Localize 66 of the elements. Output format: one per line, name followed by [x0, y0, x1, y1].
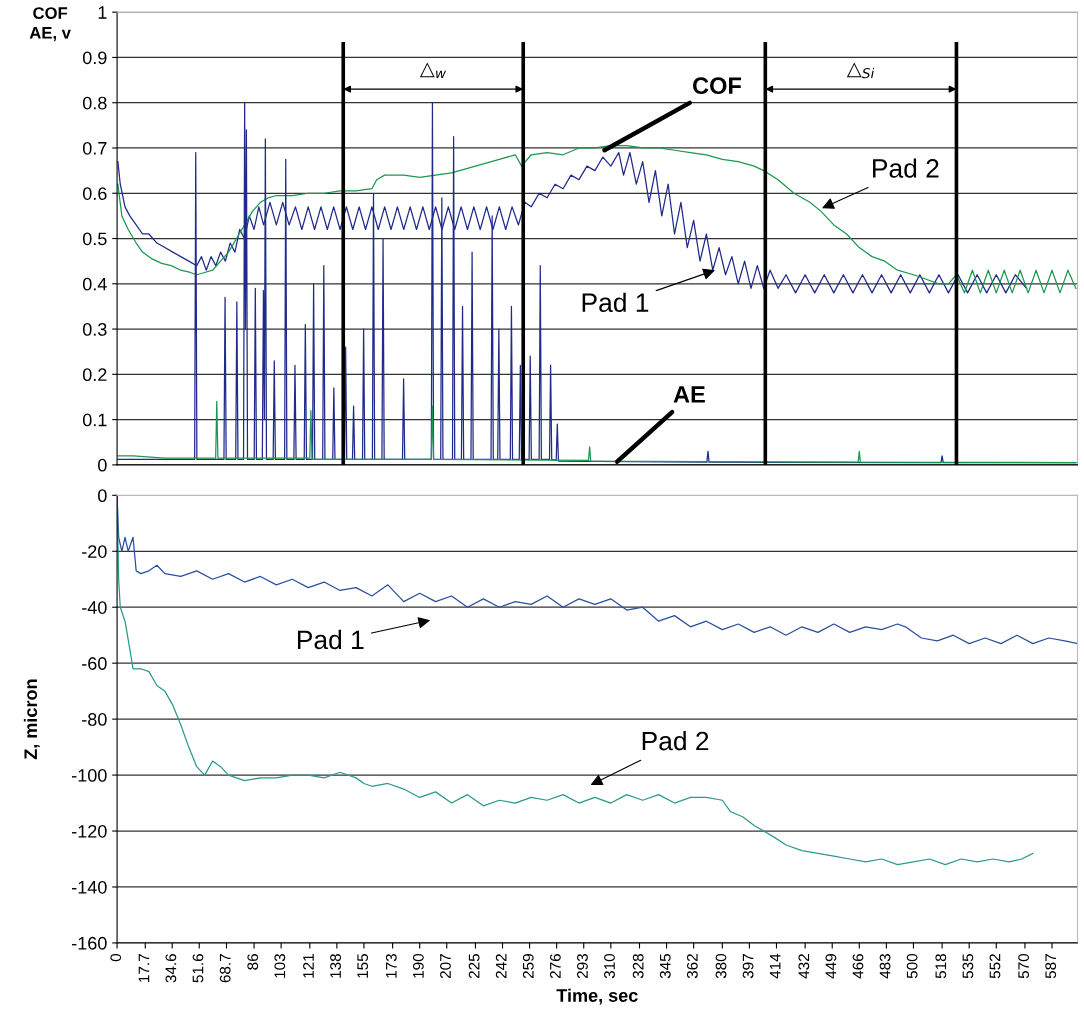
y-axis-title: COF AE, v — [29, 7, 71, 42]
annotation: COF — [693, 77, 742, 95]
x-tick-label: 103 — [274, 954, 286, 978]
x-tick-label: 397 — [742, 954, 754, 979]
x-tick-label: 535 — [962, 953, 974, 979]
x-tick-label: 310 — [604, 953, 615, 979]
x-tick-label: 207 — [440, 954, 451, 979]
y-tick-label: -80 — [82, 713, 107, 726]
y-tick-label: 0.3 — [82, 323, 107, 336]
annotation: Pad 1 — [297, 629, 364, 650]
y-tick-label: 0.2 — [82, 368, 107, 382]
x-tick-label: 345 — [659, 953, 671, 979]
y-tick-label: 0.1 — [82, 413, 107, 427]
y-tick-label: 0.7 — [82, 141, 107, 155]
y-tick-label: 0 — [98, 458, 107, 472]
x-tick-label: 138 — [330, 954, 341, 978]
x-tick-label: 242 — [495, 954, 507, 979]
x-tick-label: 587 — [1045, 954, 1057, 979]
x-tick-label: 276 — [549, 954, 561, 979]
x-axis-title: Time, sec — [556, 988, 638, 1005]
x-tick-label: 293 — [577, 954, 588, 979]
x-tick-label: 121 — [303, 954, 314, 978]
x-tick-label: 155 — [357, 953, 369, 978]
x-tick-label: 259 — [522, 954, 534, 979]
x-tick-label: 328 — [632, 954, 644, 979]
x-tick-label: 362 — [686, 954, 698, 979]
x-tick-label: 0 — [110, 953, 122, 962]
x-tick-label: 190 — [412, 953, 424, 978]
y-tick-label: 1 — [98, 6, 107, 19]
x-tick-label: 173 — [385, 954, 397, 978]
annotation: Pad 2 — [873, 158, 939, 178]
x-tick-label: 380 — [715, 953, 727, 979]
x-tick-label: 34.6 — [165, 954, 177, 983]
x-tick-label: 51.6 — [192, 954, 204, 983]
x-tick-label: 570 — [1018, 953, 1030, 979]
x-tick-label: 466 — [852, 954, 864, 979]
annotation: △$_{w}$ — [419, 62, 447, 79]
y-tick-label: 0.5 — [82, 232, 107, 246]
x-tick-label: 500 — [906, 953, 918, 979]
y-tick-label: 0.4 — [82, 277, 107, 291]
x-tick-label: 552 — [989, 954, 1001, 979]
annotation: △$_{Si}$ — [846, 62, 875, 79]
annotation: AE — [673, 386, 705, 403]
y-tick-label: -160 — [72, 936, 107, 950]
x-tick-label: 86 — [247, 954, 259, 970]
x-tick-label: 449 — [825, 954, 837, 979]
x-tick-label: 225 — [468, 953, 480, 979]
y-axis-title: Z, micron — [23, 679, 40, 760]
annotation: Pad 1 — [582, 292, 649, 313]
y-tick-label: 0.8 — [82, 96, 107, 110]
y-tick-label: 0.9 — [82, 51, 107, 65]
x-tick-label: 483 — [879, 954, 891, 979]
y-tick-label: -100 — [72, 769, 107, 782]
x-tick-label: 17.7 — [138, 954, 150, 982]
y-tick-label: -20 — [82, 545, 107, 558]
x-tick-label: 414 — [769, 953, 781, 979]
y-tick-label: -40 — [82, 601, 107, 614]
y-tick-label: 0 — [98, 489, 107, 503]
y-tick-label: -120 — [72, 824, 107, 838]
x-tick-label: 432 — [798, 954, 810, 979]
y-tick-label: 0.6 — [82, 187, 107, 200]
x-tick-label: 518 — [935, 954, 947, 979]
y-tick-label: -140 — [72, 880, 107, 894]
y-tick-label: -60 — [82, 657, 107, 670]
annotation: Pad 2 — [642, 731, 709, 751]
x-tick-label: 68.7 — [219, 954, 231, 983]
